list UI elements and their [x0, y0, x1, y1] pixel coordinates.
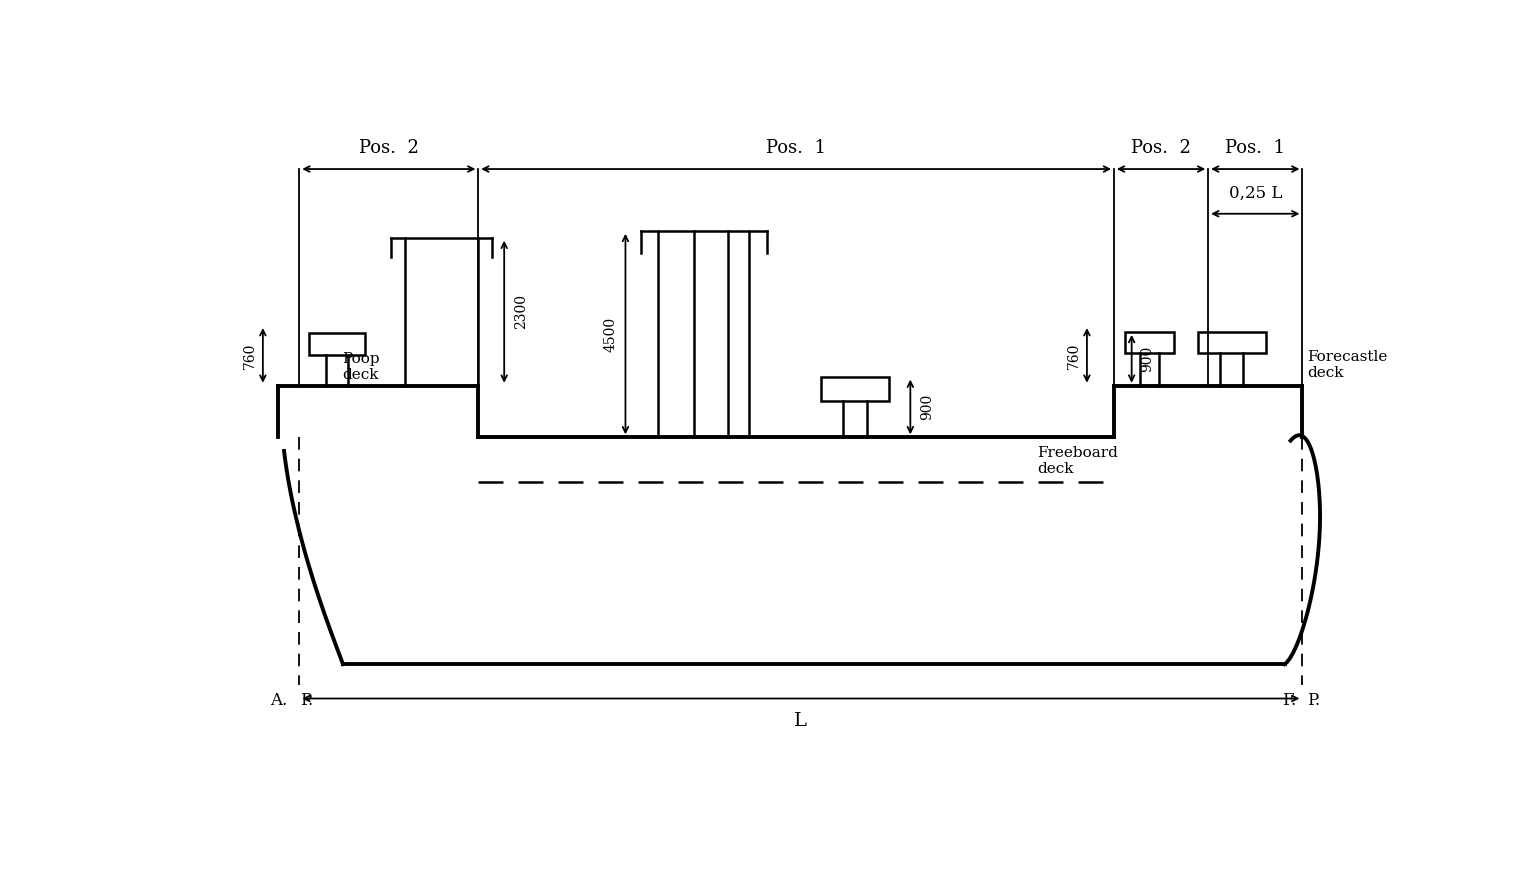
Text: 0,25 L: 0,25 L	[1229, 184, 1282, 201]
Text: 900: 900	[921, 394, 934, 420]
Text: 2300: 2300	[513, 294, 527, 330]
Text: Pos.  2: Pos. 2	[358, 138, 419, 156]
Text: Forecastle
deck: Forecastle deck	[1306, 350, 1387, 380]
Text: Pos.  1: Pos. 1	[766, 138, 826, 156]
Text: 760: 760	[1066, 342, 1082, 369]
Text: P.: P.	[301, 691, 313, 709]
Bar	[308, 333, 365, 355]
Bar	[1124, 332, 1174, 353]
Text: 900: 900	[1139, 346, 1154, 372]
Text: P.: P.	[1306, 691, 1320, 709]
Text: Poop
deck: Poop deck	[342, 352, 380, 382]
Text: 4500: 4500	[603, 316, 617, 352]
Bar	[1197, 332, 1265, 353]
Bar	[820, 377, 889, 402]
Text: F.: F.	[1282, 691, 1296, 709]
Text: 760: 760	[243, 342, 257, 369]
Text: Freeboard
deck: Freeboard deck	[1037, 446, 1118, 476]
Text: A.: A.	[270, 691, 287, 709]
Text: Pos.  2: Pos. 2	[1132, 138, 1191, 156]
Text: Pos.  1: Pos. 1	[1226, 138, 1285, 156]
Text: L: L	[794, 713, 808, 730]
